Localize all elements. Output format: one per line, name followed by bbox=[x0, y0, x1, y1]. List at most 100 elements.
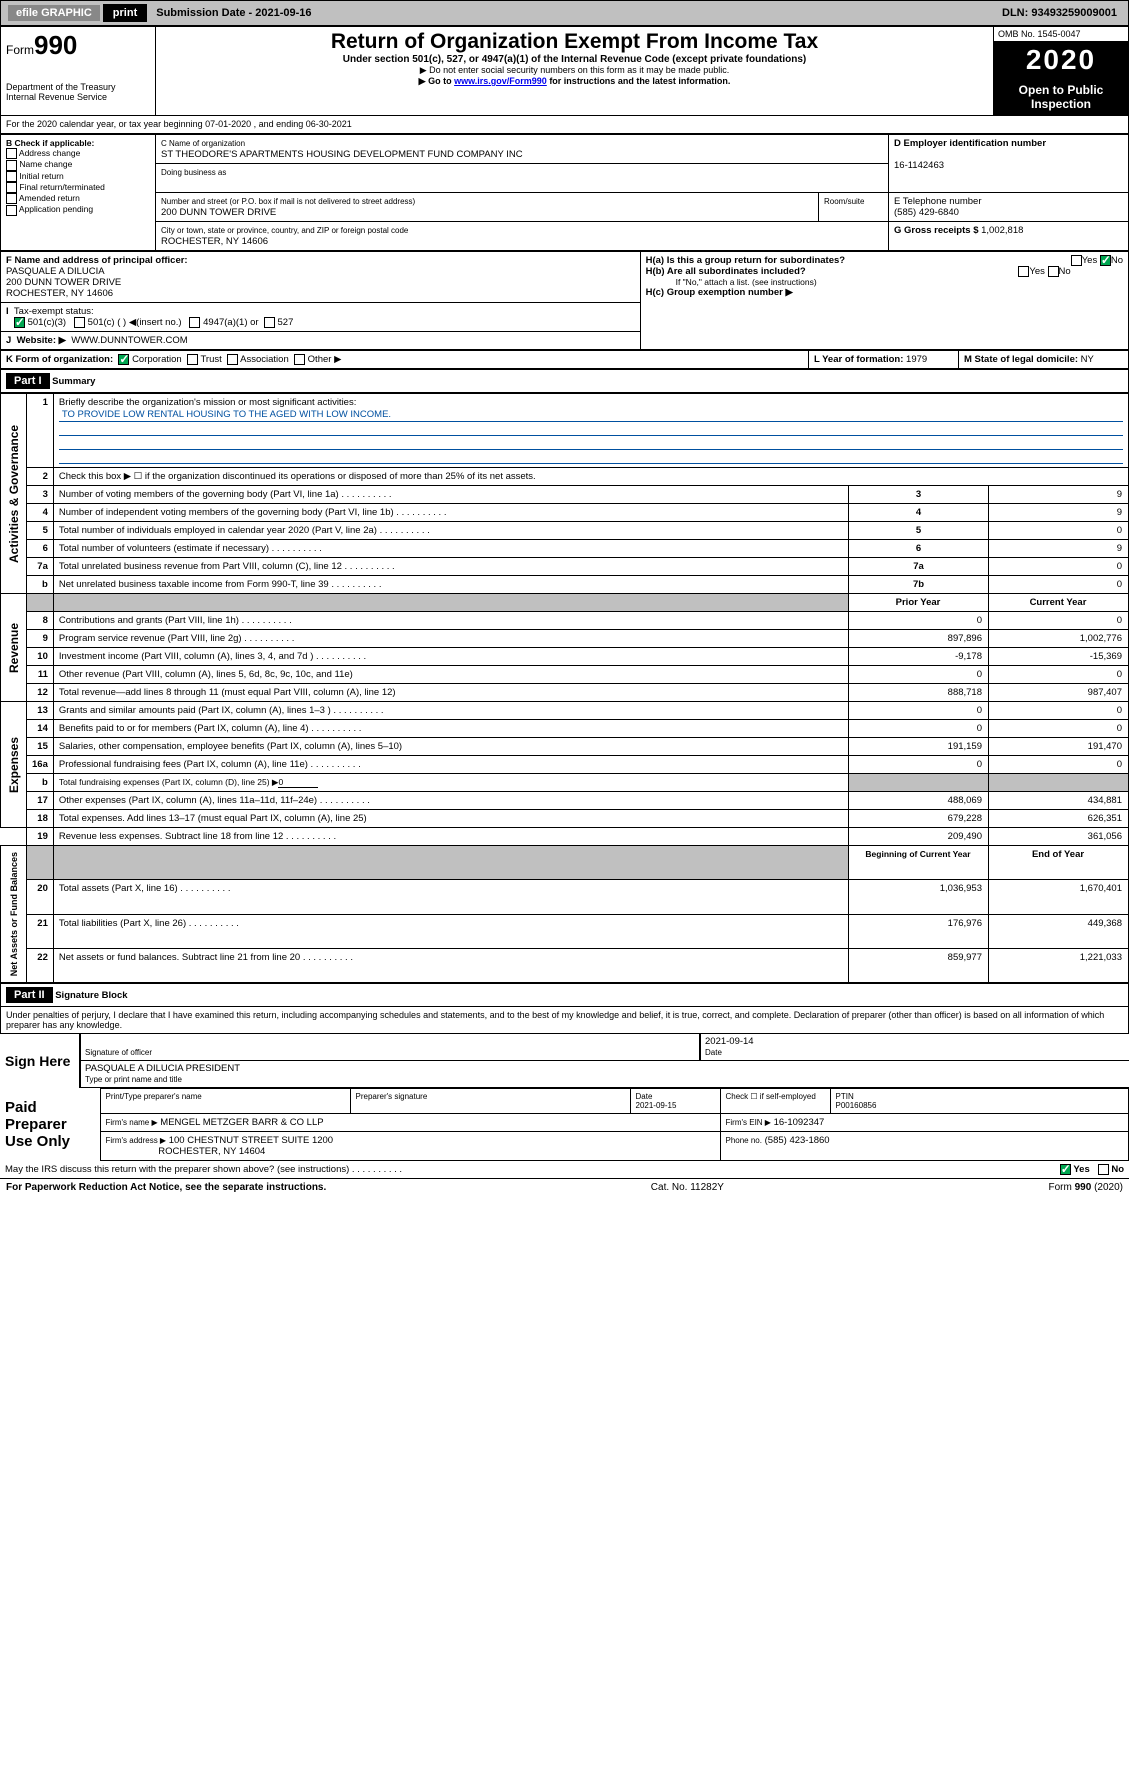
check-application[interactable] bbox=[6, 205, 17, 216]
check-initial[interactable] bbox=[6, 171, 17, 182]
check-address-change[interactable] bbox=[6, 148, 17, 159]
firm-name-label: Firm's name ▶ bbox=[106, 1118, 158, 1127]
l4-text: Number of independent voting members of … bbox=[53, 504, 848, 522]
c8: 0 bbox=[989, 612, 1129, 630]
check-trust[interactable] bbox=[187, 354, 198, 365]
self-employed: Check ☐ if self-employed bbox=[720, 1089, 830, 1114]
ha-yes[interactable] bbox=[1071, 255, 1082, 266]
side-revenue: Revenue bbox=[7, 623, 21, 673]
c19: 361,056 bbox=[989, 828, 1129, 846]
form-prefix: Form bbox=[6, 43, 34, 57]
firm-name-value: MENGEL METZGER BARR & CO LLP bbox=[160, 1117, 323, 1128]
v7b: 0 bbox=[989, 576, 1129, 594]
l9: Program service revenue (Part VIII, line… bbox=[59, 633, 242, 644]
p14: 0 bbox=[849, 720, 989, 738]
no-label: No bbox=[1111, 255, 1123, 266]
box-f-label: F Name and address of principal officer: bbox=[6, 255, 188, 266]
check-name-change[interactable] bbox=[6, 160, 17, 171]
box-b-label: B Check if applicable: bbox=[6, 138, 94, 148]
discuss-yes-label: Yes bbox=[1073, 1164, 1089, 1175]
end-year-hdr: End of Year bbox=[1032, 849, 1084, 860]
v3: 9 bbox=[989, 486, 1129, 504]
ein-value: 16-1142463 bbox=[894, 160, 944, 171]
l6-text: Total number of volunteers (estimate if … bbox=[53, 540, 848, 558]
tax-year: 2020 bbox=[994, 42, 1128, 78]
subtitle-3a: ▶ Go to bbox=[419, 76, 452, 86]
form-number: 990 bbox=[34, 30, 77, 60]
submission-date-label: Submission Date - 2021-09-16 bbox=[150, 4, 317, 22]
l22: Net assets or fund balances. Subtract li… bbox=[59, 952, 300, 963]
discuss-text: May the IRS discuss this return with the… bbox=[5, 1164, 349, 1175]
c13: 0 bbox=[989, 702, 1129, 720]
subtitle-2: ▶ Do not enter social security numbers o… bbox=[161, 65, 988, 76]
ptin-label: PTIN bbox=[836, 1092, 854, 1101]
officer-name: PASQUALE A DILUCIA bbox=[6, 266, 105, 277]
ha-label: H(a) Is this a group return for subordin… bbox=[646, 255, 846, 266]
print-button[interactable]: print bbox=[103, 4, 147, 22]
box-k-label: K Form of organization: bbox=[6, 354, 113, 365]
l19: Revenue less expenses. Subtract line 18 … bbox=[59, 831, 283, 842]
check-501c[interactable] bbox=[74, 317, 85, 328]
p12: 888,718 bbox=[849, 684, 989, 702]
pra-notice: For Paperwork Reduction Act Notice, see … bbox=[6, 1182, 326, 1193]
box-m-label: M State of legal domicile: bbox=[964, 354, 1078, 365]
prior-year-hdr: Prior Year bbox=[896, 597, 941, 608]
opt-4947: 4947(a)(1) or bbox=[203, 317, 258, 328]
c17: 434,881 bbox=[989, 792, 1129, 810]
room-label: Room/suite bbox=[824, 197, 864, 206]
check-amended[interactable] bbox=[6, 193, 17, 204]
p8: 0 bbox=[849, 612, 989, 630]
c14: 0 bbox=[989, 720, 1129, 738]
opt-527: 527 bbox=[278, 317, 294, 328]
check-4947[interactable] bbox=[189, 317, 200, 328]
hb-yes[interactable] bbox=[1018, 266, 1029, 277]
check-501c3[interactable] bbox=[14, 317, 25, 328]
firm-addr-label: Firm's address ▶ bbox=[106, 1136, 167, 1145]
dln-label: DLN: 93493259009001 bbox=[1002, 7, 1125, 19]
efile-graphic-label[interactable]: efile GRAPHIC bbox=[8, 5, 100, 21]
l3-text: Number of voting members of the governin… bbox=[53, 486, 848, 504]
ha-no[interactable] bbox=[1100, 255, 1111, 266]
subtitle-1: Under section 501(c), 527, or 4947(a)(1)… bbox=[161, 54, 988, 65]
discuss-no-label: No bbox=[1111, 1164, 1124, 1175]
officer-addr: 200 DUNN TOWER DRIVE bbox=[6, 277, 121, 288]
subtitle-3b: for instructions and the latest informat… bbox=[549, 76, 730, 86]
firm-ein-label: Firm's EIN ▶ bbox=[726, 1118, 771, 1127]
p18: 679,228 bbox=[849, 810, 989, 828]
discuss-yes[interactable] bbox=[1060, 1164, 1071, 1175]
firm-ein-value: 16-1092347 bbox=[774, 1117, 825, 1128]
hb-no[interactable] bbox=[1048, 266, 1059, 277]
irs-label: Internal Revenue Service bbox=[6, 92, 107, 102]
check-527[interactable] bbox=[264, 317, 275, 328]
check-association[interactable] bbox=[227, 354, 238, 365]
c22: 1,221,033 bbox=[989, 948, 1129, 982]
opt-address: Address change bbox=[19, 148, 80, 158]
opt-trust: Trust bbox=[200, 354, 221, 365]
hb-note: If "No," attach a list. (see instruction… bbox=[646, 277, 1123, 287]
identity-block: B Check if applicable: Address change Na… bbox=[0, 134, 1129, 251]
discuss-no[interactable] bbox=[1098, 1164, 1109, 1175]
c21: 449,368 bbox=[989, 914, 1129, 948]
v6: 9 bbox=[989, 540, 1129, 558]
box-g-label: G Gross receipts $ bbox=[894, 225, 978, 236]
opt-501c: 501(c) ( ) ◀(insert no.) bbox=[88, 317, 182, 328]
begin-year-hdr: Beginning of Current Year bbox=[865, 849, 970, 859]
check-other[interactable] bbox=[294, 354, 305, 365]
box-i-label: Tax-exempt status: bbox=[14, 306, 94, 317]
p9: 897,896 bbox=[849, 630, 989, 648]
v7a: 0 bbox=[989, 558, 1129, 576]
l11: Other revenue (Part VIII, column (A), li… bbox=[59, 669, 353, 680]
city-label: City or town, state or province, country… bbox=[161, 226, 408, 235]
firm-city: ROCHESTER, NY 14604 bbox=[158, 1146, 265, 1157]
current-year-hdr: Current Year bbox=[1030, 597, 1087, 608]
c15: 191,470 bbox=[989, 738, 1129, 756]
check-corporation[interactable] bbox=[118, 354, 129, 365]
p13: 0 bbox=[849, 702, 989, 720]
mission-text: TO PROVIDE LOW RENTAL HOUSING TO THE AGE… bbox=[59, 408, 1123, 422]
ptin-value: P00160856 bbox=[836, 1101, 877, 1110]
irs-form990-link[interactable]: www.irs.gov/Form990 bbox=[454, 76, 547, 86]
opt-corp: Corporation bbox=[132, 354, 182, 365]
check-final[interactable] bbox=[6, 182, 17, 193]
c11: 0 bbox=[989, 666, 1129, 684]
l21: Total liabilities (Part X, line 26) bbox=[59, 918, 186, 929]
